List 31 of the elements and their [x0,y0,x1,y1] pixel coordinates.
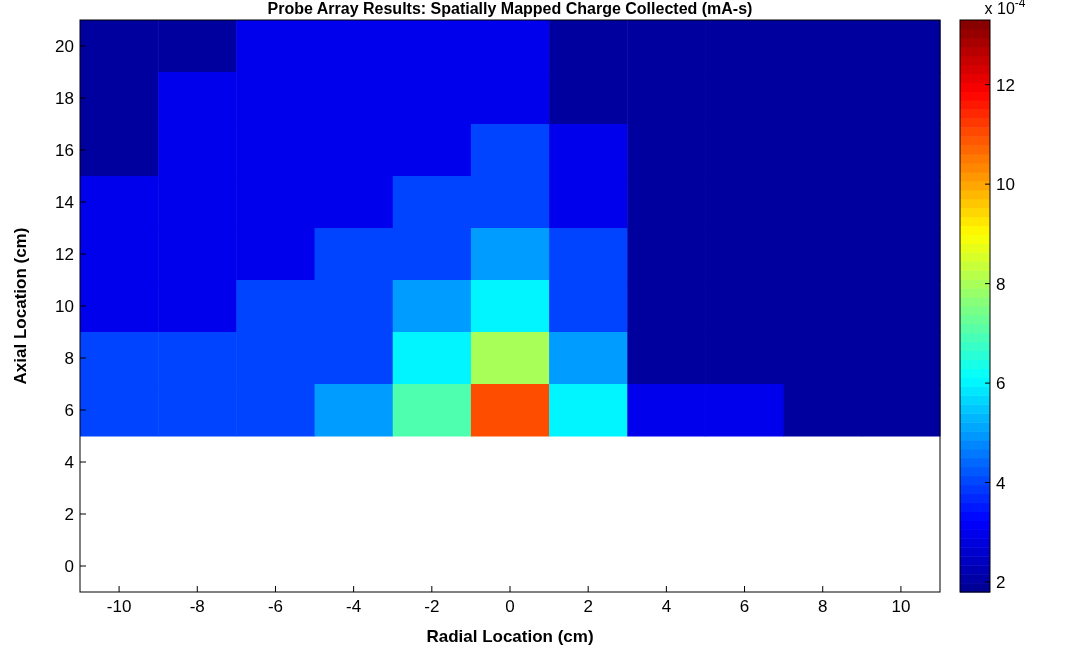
color-bar-label: 4 [996,473,1006,493]
x-tick-label: -4 [346,597,362,616]
x-tick-label: 8 [817,597,828,616]
x-tick-label: -6 [267,597,284,616]
x-tick-label: -2 [424,597,440,616]
x-tick-label: 2 [583,597,593,616]
color-bar-label: 12 [996,75,1015,95]
x-axis-title: Radial Location (cm) [426,627,594,646]
y-tick-label: 2 [64,505,74,524]
y-axis-title: Axial Location (cm) [11,227,30,385]
color-bar-label: 2 [996,573,1006,593]
color-bar-label: 6 [996,374,1006,394]
y-tick-label: 16 [55,141,74,160]
y-tick-label: 20 [55,37,74,56]
x-tick-label: -10 [106,597,132,616]
y-tick-label: 0 [64,557,74,576]
y-tick-label: 6 [64,401,74,420]
x-tick-label: -8 [189,597,205,616]
x-tick-label: 4 [661,597,672,616]
x-tick-label: 0 [505,597,515,616]
y-tick-label: 10 [55,297,74,316]
x-tick-label: 10 [891,597,911,616]
y-tick-label: 4 [64,453,74,472]
chart-title: Probe Array Results: Spatially Mapped Charge Collected (mA-s) [267,0,753,17]
color-bar-label: 10 [996,175,1015,195]
y-tick-label: 18 [55,89,74,108]
y-tick-label: 14 [55,193,74,212]
y-tick-label: 8 [64,349,74,368]
x-tick-label: 6 [739,597,750,616]
y-tick-label: 12 [55,245,74,264]
color-bar-label: 8 [996,274,1006,294]
